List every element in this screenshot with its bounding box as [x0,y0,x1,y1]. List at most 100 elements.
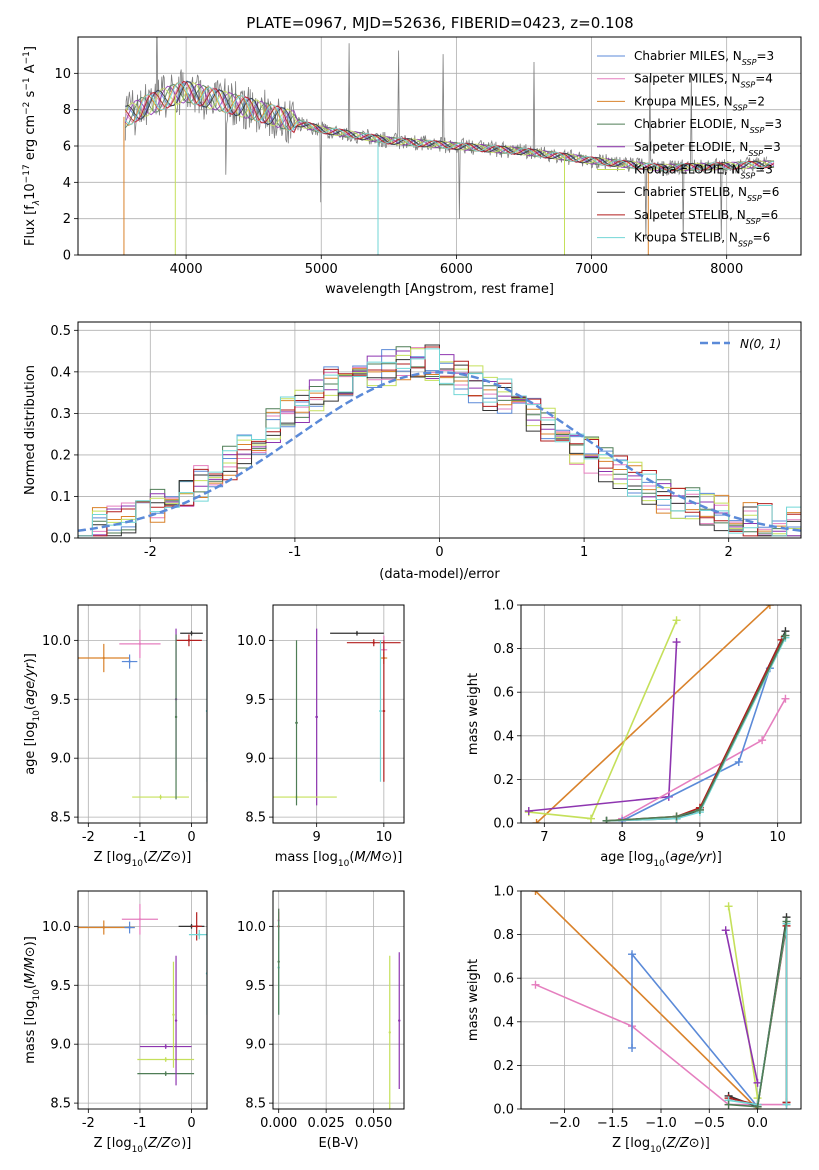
x-tick-label: 5000 [305,262,338,277]
y-tick-label: 8.5 [50,1097,71,1112]
residuals-panel: -2 -1 0 1 2 0.0 0.1 0.2 0.3 0.4 0.5 N(0, 1) (data-mo… [23,321,802,582]
x-tick-label: -2 [82,830,95,845]
legend-subscript: SSP [733,103,748,112]
x-label-subscript: 10 [132,1145,144,1155]
y-tick-label: 2 [63,212,71,227]
y-label-exp3: −1 [22,77,32,90]
y-tick-label: 10.0 [42,634,71,649]
data-point [388,1031,391,1034]
data-point [195,925,198,928]
y-label-close: )] [23,653,38,663]
x-label-quantity: M/M⊙ [354,850,392,865]
y-label-a: A [23,64,38,77]
x-tick-label: 6000 [440,262,473,277]
series-line-kroupa-stelib [606,637,787,822]
x-tick-label: -1 [133,830,146,845]
legend-subscript: SSP [741,171,756,180]
x-tick-label: 0 [435,545,443,560]
legend-count: =3 [755,163,773,177]
y-tick-label: 8.5 [50,811,71,826]
data-point [164,1072,167,1075]
x-label-close: )] [181,1136,191,1151]
data-point [187,639,191,642]
x-tick-label: −0.5 [693,1116,725,1131]
legend-name: Chabrier MILES, N [634,49,742,63]
histogram-plot-area [78,344,801,538]
data-point [198,933,201,936]
legend-count: =6 [762,185,780,199]
x-label-text: Z [log [94,1136,132,1151]
y-axis-label: mass weight [466,959,481,1041]
model-spectrum-salpeter-stelib [124,80,775,172]
y-tick-label: 0.0 [493,817,514,832]
y-tick-label: 0.6 [493,686,514,701]
x-tick-label: -2 [144,545,157,560]
y-tick-label: 0.2 [493,1059,514,1074]
legend-entry: Chabrier STELIB, NSSP=6 [634,185,779,203]
y-tick-label: 0.4 [50,365,71,380]
y-label-exp2: −2 [22,102,32,115]
x-label-paren: ( [349,850,354,865]
series-line-salpeter-elodie [724,930,759,1083]
series-line-kroupa-elodie [727,906,759,1099]
y-axis-label: mass weight [466,673,481,755]
data-point [295,721,298,725]
x-tick-label: -1 [133,1116,146,1131]
model-spectrum-chabrier-elodie [124,83,775,172]
data-point [190,632,193,635]
x-tick-label: 0.025 [308,1116,345,1131]
x-tick-label: 0.0 [747,1116,768,1131]
data-point [379,709,382,713]
x-axis-label: E(B-V) [318,1136,358,1151]
data-point [372,641,375,644]
x-label-quantity: Z/Z⊙ [666,1136,700,1151]
y-tick-label: 8.5 [245,1097,266,1112]
x-label-subscript: 10 [338,859,350,869]
data-point [164,1045,167,1048]
legend-count: =6 [753,231,771,245]
legend-count: =3 [756,49,774,63]
legend-name: Chabrier STELIB, N [634,185,747,199]
spectrum-panel: 4000 5000 6000 7000 8000 0 2 4 6 8 10 wavelength [A… [22,36,802,297]
y-tick-label: 0.0 [493,1103,514,1118]
x-label-subscript: 10 [653,859,665,869]
legend-entry: Kroupa MILES, NSSP=2 [634,94,765,112]
x-label-paren: ( [143,850,148,865]
y-label-exp: −17 [22,164,32,183]
legend-count: =2 [747,94,765,108]
y-tick-label: 0.4 [493,1015,514,1030]
spectrum-title: PLATE=0967, MJD=52636, FIBERID=0423, z=0… [246,14,633,32]
x-tick-label: 10 [769,830,786,845]
y-label-text: age [log [23,722,38,775]
data-point [164,1058,167,1061]
y-tick-label: 6 [63,140,71,155]
x-label-close: )] [392,850,402,865]
y-label-text: Flux [f [23,205,38,246]
x-tick-label: 9 [696,830,704,845]
legend-name: Chabrier ELODIE, N [634,117,750,131]
y-tick-label: 10 [54,67,71,82]
y-axis-label: mass [log10(M/M⊙)] [23,936,42,1064]
legend-entry: Chabrier MILES, NSSP=3 [634,49,774,67]
series-line-kroupa-miles [534,891,759,1109]
line-plot-area [524,605,790,823]
y-label-quantity: age/yr [23,662,38,705]
y-tick-label: 10.0 [42,920,71,935]
model-spectrum-salpeter-elodie [124,84,775,172]
x-label-subscript: 10 [132,859,144,869]
y-label-s: s [23,90,38,101]
y-label-text: mass [log [23,1001,38,1064]
data-point [398,1019,401,1022]
series-line-chabrier-elodie [606,635,787,822]
mass-vs-extinction-panel: 0.000 0.025 0.050 8.5 9.0 9.5 10.0 E(B-V) [237,890,405,1151]
x-label-text: Z [log [612,1136,650,1151]
x-tick-label: -1 [288,545,301,560]
data-point [128,660,131,663]
x-axis-label: age [log10(age/yr)] [600,850,722,869]
y-label-paren: ( [23,984,38,989]
data-point [315,715,318,719]
y-tick-label: 0.8 [493,928,514,943]
legend-name: Salpeter MILES, N [634,72,741,86]
scatter-plot-area [273,628,401,806]
mass-vs-metallicity-panel: -2 -1 08.59.09.510.0Z [log10(Z/Z⊙)]mass [l… [23,890,208,1155]
